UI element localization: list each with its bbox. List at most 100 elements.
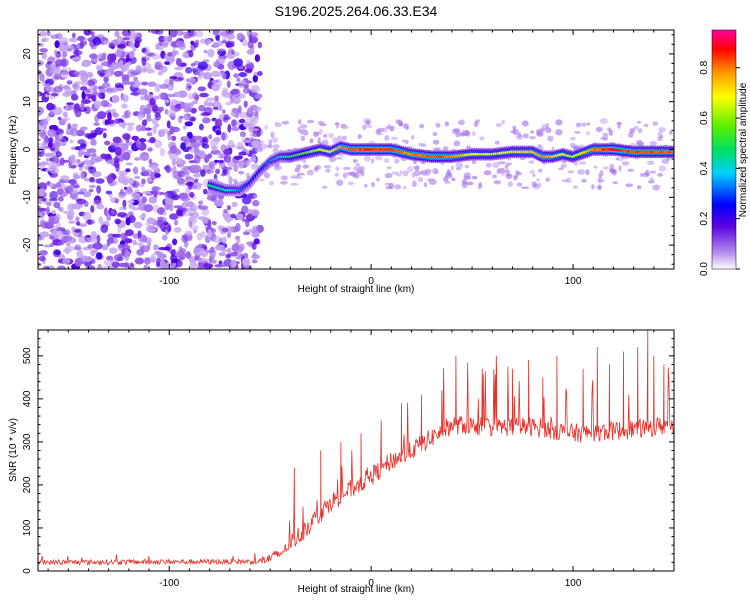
noise-cell xyxy=(371,181,375,188)
noise-cell xyxy=(117,243,126,249)
noise-cell xyxy=(187,93,194,100)
y-tick-label: 0 xyxy=(22,146,33,152)
noise-cell xyxy=(189,261,198,269)
noise-cell xyxy=(193,135,203,141)
noise-cell xyxy=(133,242,142,246)
noise-cell xyxy=(643,123,649,128)
noise-cell xyxy=(185,67,193,74)
noise-cell xyxy=(148,158,153,164)
noise-cell xyxy=(184,153,194,160)
noise-cell xyxy=(231,201,238,208)
noise-cell xyxy=(226,248,232,253)
noise-cell xyxy=(68,220,76,224)
noise-cell xyxy=(196,265,206,269)
noise-cell xyxy=(629,128,636,134)
noise-cell xyxy=(114,30,120,38)
noise-cell xyxy=(252,75,258,83)
noise-cell xyxy=(121,94,129,103)
noise-cell xyxy=(545,177,550,182)
noise-cell xyxy=(175,58,182,66)
noise-cell xyxy=(138,215,146,219)
noise-cell xyxy=(131,135,139,141)
noise-cell xyxy=(567,170,575,174)
noise-cell xyxy=(50,93,59,97)
noise-cell xyxy=(505,162,512,166)
noise-cell xyxy=(492,174,497,179)
noise-cell xyxy=(505,173,513,179)
noise-cell xyxy=(162,211,167,216)
noise-cell xyxy=(250,163,259,170)
noise-cell xyxy=(181,234,188,243)
noise-cell xyxy=(532,174,536,177)
noise-cell xyxy=(244,121,249,128)
noise-cell xyxy=(241,39,248,47)
noise-cell xyxy=(117,212,127,217)
noise-cell xyxy=(59,43,66,53)
noise-cell xyxy=(67,203,75,212)
noise-cell xyxy=(203,100,209,107)
noise-cell xyxy=(146,132,153,137)
noise-cell xyxy=(132,167,138,174)
noise-cell xyxy=(198,200,204,206)
noise-cell xyxy=(66,102,74,106)
noise-cell xyxy=(537,182,542,188)
noise-cell xyxy=(300,135,306,141)
noise-cell xyxy=(147,147,153,152)
noise-cell xyxy=(252,199,260,207)
noise-cell xyxy=(252,252,257,257)
noise-cell xyxy=(268,180,275,186)
noise-cell xyxy=(125,162,133,166)
noise-cell xyxy=(108,66,115,72)
noise-cell xyxy=(407,166,413,173)
noise-cell xyxy=(507,181,513,187)
noise-cell xyxy=(200,231,206,238)
noise-cell xyxy=(399,170,403,175)
noise-cell xyxy=(134,157,141,161)
noise-cell xyxy=(253,194,258,199)
noise-cell xyxy=(39,48,48,53)
noise-cell xyxy=(164,99,170,104)
noise-cell xyxy=(101,265,112,269)
noise-cell xyxy=(500,169,506,176)
noise-cell xyxy=(113,70,124,77)
noise-cell xyxy=(149,97,156,106)
noise-cell xyxy=(172,262,177,267)
noise-cell xyxy=(233,58,243,68)
noise-cell xyxy=(537,168,543,173)
noise-cell xyxy=(72,204,83,209)
noise-cell xyxy=(233,155,243,160)
noise-cell xyxy=(62,258,71,264)
noise-cell xyxy=(124,238,133,244)
noise-cell xyxy=(38,60,44,67)
noise-cell xyxy=(60,175,70,181)
noise-cell xyxy=(621,161,630,166)
noise-cell xyxy=(124,262,130,269)
noise-cell xyxy=(154,83,161,93)
noise-cell xyxy=(599,117,608,124)
noise-cell xyxy=(90,205,95,213)
ridge-cell xyxy=(671,150,674,154)
noise-cell xyxy=(75,221,81,226)
noise-cell xyxy=(202,117,211,124)
noise-cell xyxy=(165,164,171,174)
noise-cell xyxy=(162,128,169,134)
noise-cell xyxy=(113,237,118,244)
noise-cell xyxy=(119,222,126,228)
noise-cell xyxy=(221,236,227,245)
noise-cell xyxy=(299,124,308,129)
noise-cell xyxy=(190,142,197,148)
noise-cell xyxy=(141,119,148,127)
noise-cell xyxy=(194,178,199,184)
noise-cell xyxy=(266,144,274,149)
noise-cell xyxy=(198,104,206,112)
noise-cell xyxy=(184,146,192,150)
noise-cell xyxy=(211,145,218,152)
noise-cell xyxy=(384,172,393,179)
noise-cell xyxy=(39,231,50,238)
noise-cell xyxy=(64,86,72,95)
noise-cell xyxy=(531,181,538,187)
noise-cell xyxy=(341,125,350,130)
noise-cell xyxy=(131,192,141,199)
noise-cell xyxy=(618,165,622,172)
